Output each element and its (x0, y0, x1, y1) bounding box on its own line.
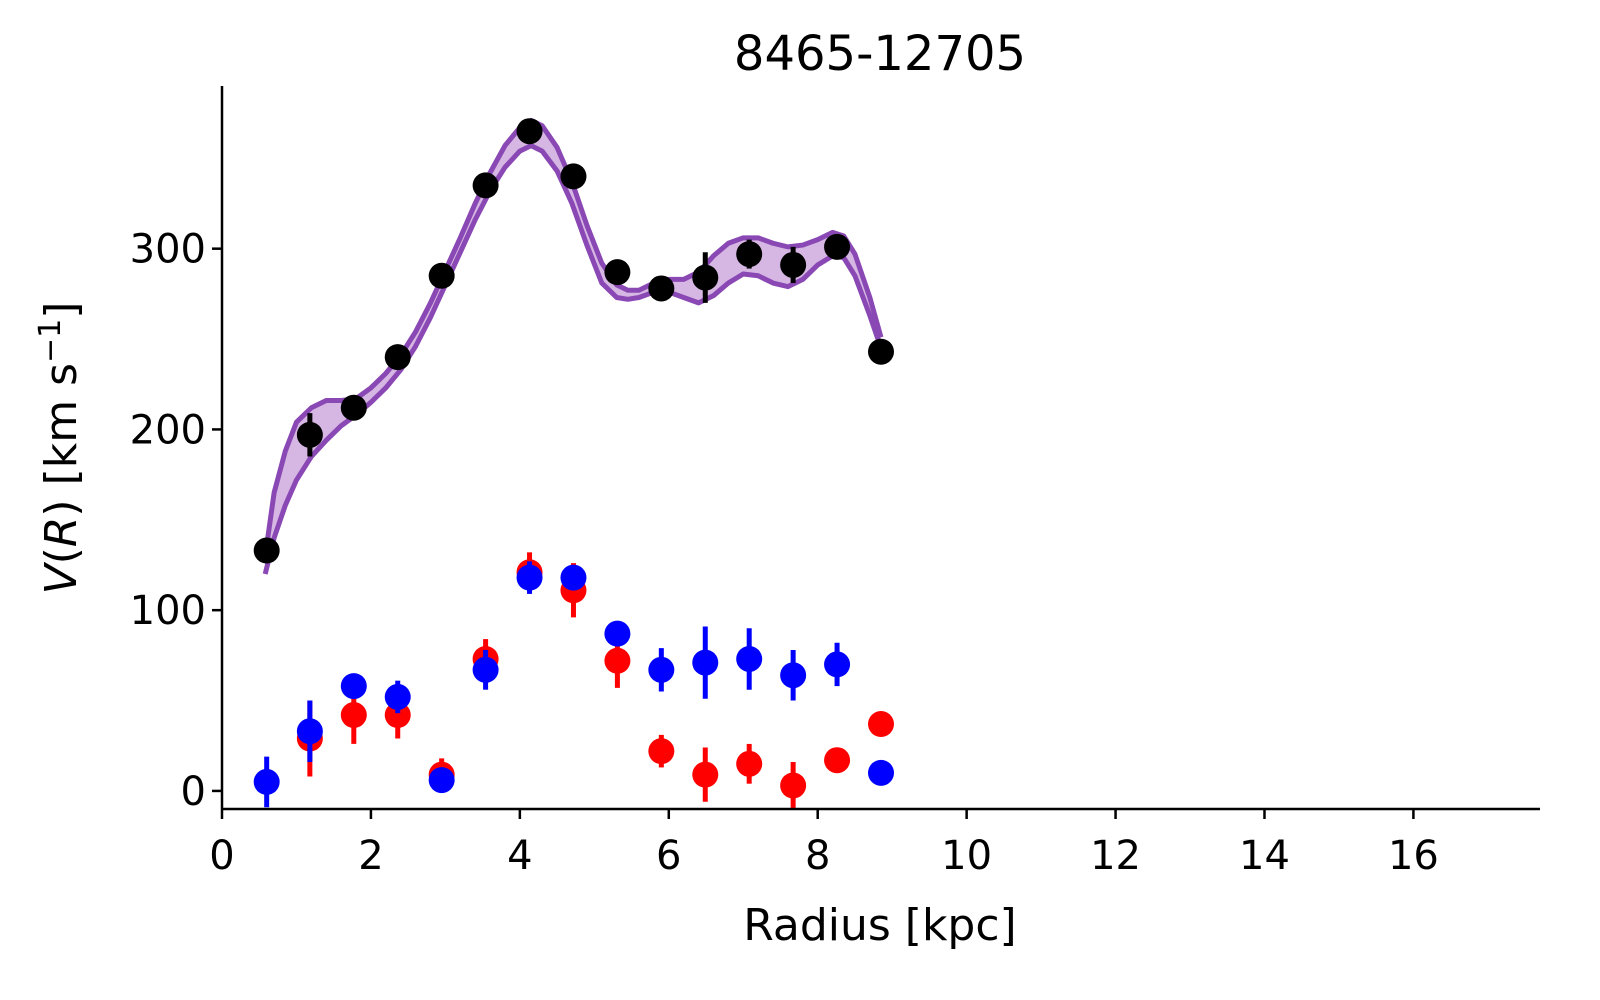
y-label-exponent: −1 (33, 319, 68, 363)
data-point-red (648, 738, 675, 765)
data-point-red (824, 747, 851, 774)
y-tick-label: 300 (130, 227, 206, 273)
data-point-total (780, 251, 807, 278)
chart-title: 8465-12705 (734, 26, 1026, 82)
axes (220, 86, 1540, 811)
data-point-blue (868, 759, 894, 786)
data-point-red (340, 702, 367, 729)
data-point-total (560, 163, 587, 190)
data-point-total (604, 259, 631, 286)
data-point-red (780, 772, 807, 799)
model-band-lower (262, 143, 884, 575)
data-point-total (516, 118, 543, 145)
data-point-blue (472, 656, 499, 683)
data-point-total (736, 241, 763, 268)
x-tick-label: 6 (656, 833, 681, 879)
data-point-red (868, 711, 894, 738)
data-point-total (648, 275, 675, 302)
data-point-blue (692, 649, 719, 676)
x-axis-label: Radius [kpc] (743, 900, 1016, 951)
data-point-blue (560, 564, 587, 591)
x-tick-label: 10 (941, 833, 992, 879)
data-point-total (824, 233, 851, 260)
series-blue (253, 561, 894, 808)
y-label-r: R (36, 517, 87, 548)
data-point-blue (428, 767, 455, 794)
data-point-blue (384, 683, 411, 710)
data-point-red (692, 761, 719, 788)
y-label-v: V (36, 561, 87, 594)
data-point-total (428, 262, 455, 289)
y-label-unit: ) [km s (36, 363, 87, 517)
x-ticks: 0 2 4 6 8 10 12 14 16 (209, 809, 1439, 879)
data-point-blue (824, 651, 851, 678)
x-tick-label: 4 (507, 833, 532, 879)
data-point-blue (516, 564, 543, 591)
x-tick-label: 14 (1239, 833, 1290, 879)
data-point-blue (604, 620, 631, 647)
y-tick-label: 100 (130, 588, 206, 634)
data-point-total (692, 264, 719, 291)
x-tick-label: 16 (1388, 833, 1439, 879)
x-tick-label: 0 (209, 833, 234, 879)
y-tick-label: 200 (130, 407, 206, 453)
data-point-blue (648, 656, 675, 683)
data-point-total (296, 421, 323, 448)
y-ticks: 0 100 200 300 (130, 227, 222, 815)
data-point-red (736, 750, 763, 777)
data-point-red (604, 647, 631, 674)
data-points (253, 118, 894, 809)
data-point-blue (340, 673, 367, 700)
x-tick-label: 12 (1090, 833, 1141, 879)
y-axis-label: V(R) [km s−1] (33, 302, 87, 595)
series-total (253, 118, 894, 564)
data-point-total (253, 537, 280, 564)
data-point-blue (736, 645, 763, 672)
data-point-blue (253, 768, 280, 795)
x-tick-label: 2 (358, 833, 383, 879)
y-tick-label: 0 (181, 769, 206, 815)
y-label-end: ] (36, 302, 87, 319)
data-point-total (868, 338, 894, 365)
x-tick-label: 8 (805, 833, 830, 879)
data-point-total (340, 394, 367, 421)
data-point-red (384, 702, 411, 729)
data-point-total (384, 344, 411, 371)
data-point-blue (296, 718, 323, 745)
y-label-open: ( (36, 547, 87, 564)
data-point-blue (780, 662, 807, 689)
data-point-total (472, 172, 499, 199)
